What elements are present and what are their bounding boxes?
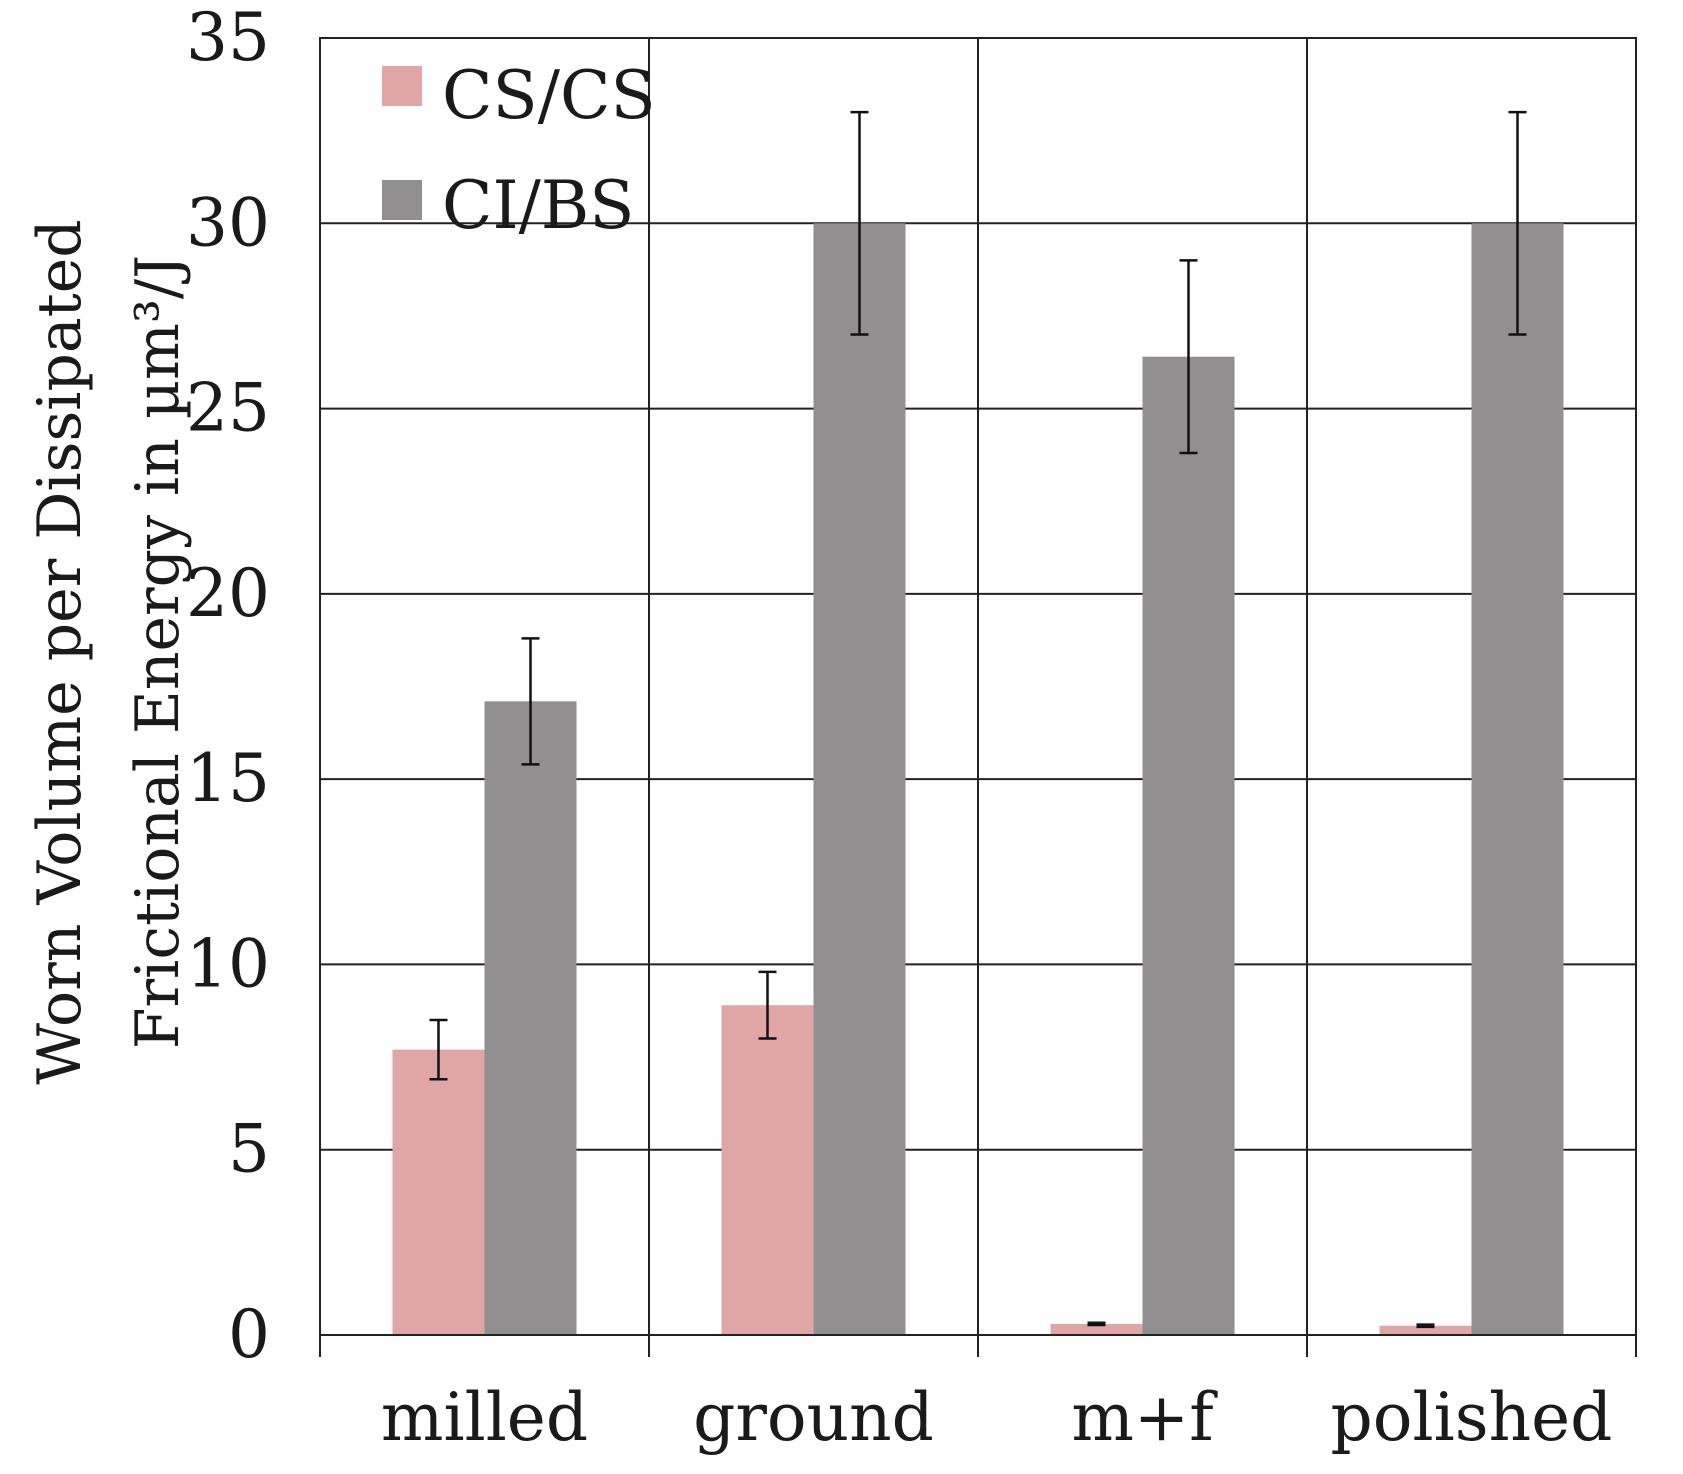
bar-cs-cs-milled xyxy=(392,1049,485,1335)
bar-cs-cs-polished xyxy=(1379,1325,1472,1335)
x-category-label-milled: milled xyxy=(381,1379,588,1456)
y-axis-label-line2: Frictional Energy in µm³/J xyxy=(123,255,193,1049)
bar-cs-cs-mplusf xyxy=(1050,1323,1143,1335)
x-category-label-mplusf: m+f xyxy=(1071,1379,1218,1456)
error-bar-cs-cs-milled xyxy=(429,1018,448,1081)
error-bar-cs-cs-ground xyxy=(758,970,777,1040)
error-bar-cs-cs-polished xyxy=(1416,1323,1435,1329)
error-bar-ci-bs-polished xyxy=(1508,110,1527,336)
bar-ci-bs-ground xyxy=(813,223,906,1335)
error-bar-cs-cs-mplusf xyxy=(1087,1321,1106,1327)
legend-swatch-ci-bs xyxy=(382,180,422,220)
error-bar-ci-bs-ground xyxy=(850,110,869,336)
x-category-label-ground: ground xyxy=(693,1379,934,1456)
legend: CS/CS CI/BS xyxy=(382,57,656,244)
y-axis-label: Worn Volume per Dissipated Frictional En… xyxy=(25,219,193,1084)
x-category-label-polished: polished xyxy=(1331,1379,1613,1456)
y-tick-label-0: 0 xyxy=(228,1296,270,1373)
bar-ci-bs-polished xyxy=(1471,223,1564,1335)
y-axis-label-line1: Worn Volume per Dissipated xyxy=(25,219,95,1084)
y-tick-label-35: 35 xyxy=(186,0,270,76)
y-tick-label-25: 25 xyxy=(186,370,270,447)
legend-label-cs-cs: CS/CS xyxy=(442,57,656,134)
error-bar-ci-bs-milled xyxy=(521,637,540,766)
y-tick-label-30: 30 xyxy=(186,184,270,261)
y-tick-label-5: 5 xyxy=(228,1111,270,1188)
y-tick-label-10: 10 xyxy=(186,925,270,1002)
y-tick-label-20: 20 xyxy=(186,555,270,632)
y-tick-label-15: 15 xyxy=(186,740,270,817)
bars-layer xyxy=(392,223,1564,1336)
error-bar-ci-bs-mplusf xyxy=(1179,259,1198,455)
axis-layer: 0 5 10 15 20 25 30 35 milled ground m+f polished xyxy=(186,0,1637,1456)
error-bars-layer xyxy=(429,110,1527,1329)
legend-label-ci-bs: CI/BS xyxy=(442,167,635,244)
bar-ci-bs-mplusf xyxy=(1142,356,1235,1336)
bar-cs-cs-ground xyxy=(721,1005,814,1335)
legend-swatch-cs-cs xyxy=(382,66,422,106)
plot-frame xyxy=(319,37,1637,1336)
bar-ci-bs-milled xyxy=(484,701,577,1335)
